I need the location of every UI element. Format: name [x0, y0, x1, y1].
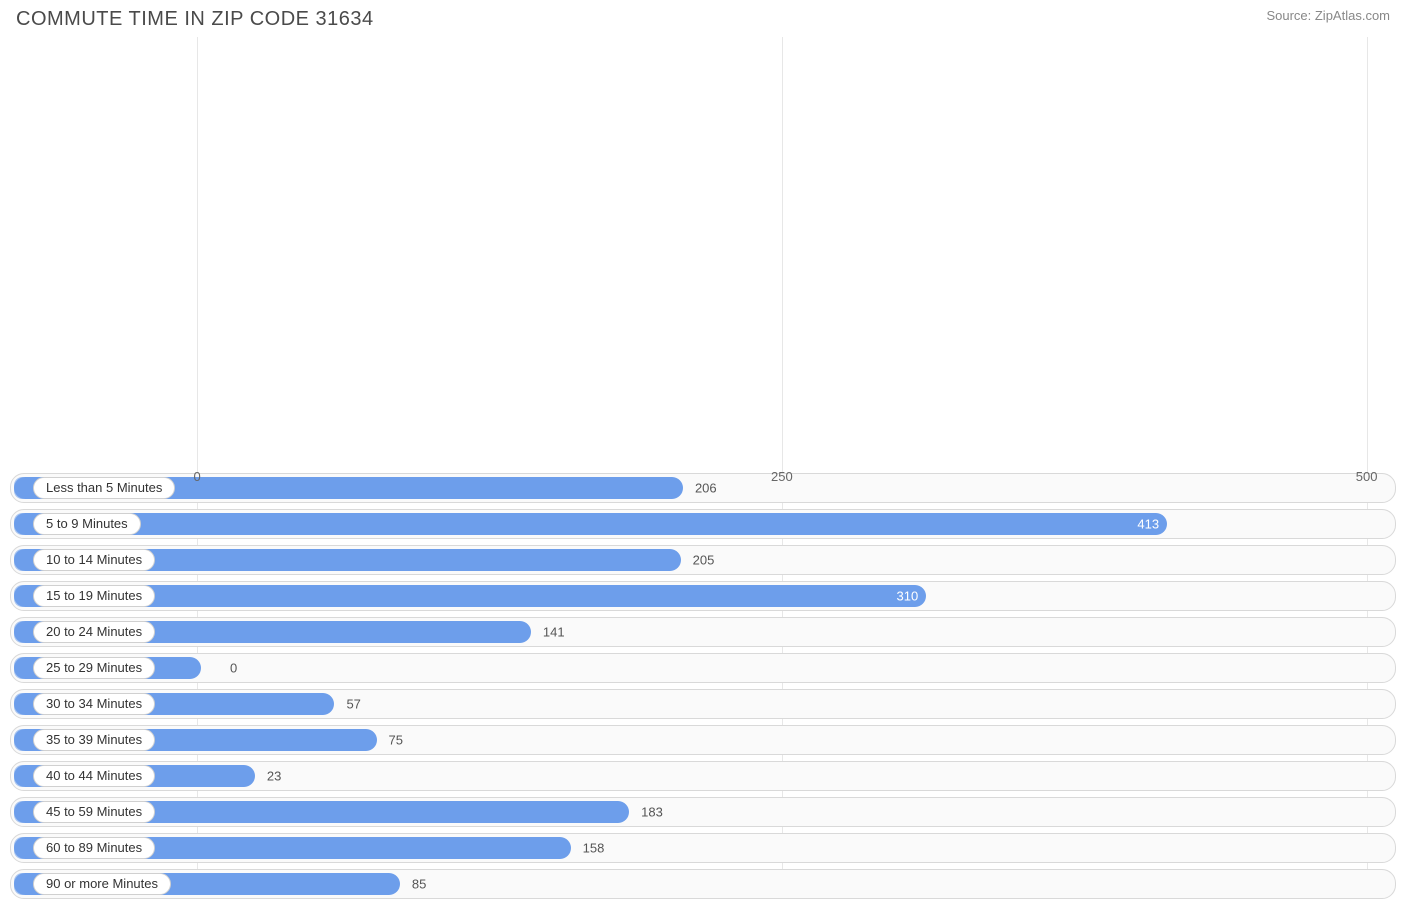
bar-value: 158 — [583, 841, 605, 856]
bar-track: 183 — [14, 801, 1392, 823]
x-axis: 0 250 500 — [10, 469, 1396, 491]
chart-rows: 206Less than 5 Minutes4135 to 9 Minutes2… — [10, 469, 1396, 899]
bar-label: 5 to 9 Minutes — [33, 513, 141, 535]
bar-row: 310 15 to 19 Minutes — [10, 581, 1396, 611]
bar-label: 10 to 14 Minutes — [33, 549, 155, 571]
bar-track: 75 — [14, 729, 1392, 751]
axis-tick: 0 — [193, 469, 200, 484]
chart-grid — [10, 37, 1396, 469]
bar-track: 0 — [14, 657, 1392, 679]
bar-row: 183 45 to 59 Minutes — [10, 797, 1396, 827]
bar-value: 23 — [267, 769, 281, 784]
chart-plot: 206Less than 5 Minutes4135 to 9 Minutes2… — [10, 37, 1396, 899]
chart-header: COMMUTE TIME IN ZIP CODE 31634 Source: Z… — [10, 8, 1396, 37]
bar-row: 85 90 or more Minutes — [10, 869, 1396, 899]
bar-label: 15 to 19 Minutes — [33, 585, 155, 607]
bar-value: 141 — [543, 625, 565, 640]
bar-value: 310 — [897, 589, 919, 604]
bar-row: 75 35 to 39 Minutes — [10, 725, 1396, 755]
bar-value: 205 — [693, 553, 715, 568]
bar-track: 85 — [14, 873, 1392, 895]
axis-tick: 500 — [1356, 469, 1378, 484]
bar-row: 0 25 to 29 Minutes — [10, 653, 1396, 683]
bar-value: 413 — [1137, 517, 1159, 532]
bar-track: 23 — [14, 765, 1392, 787]
chart-source: Source: ZipAtlas.com — [1266, 8, 1390, 23]
bar-row: 413 5 to 9 Minutes — [10, 509, 1396, 539]
bar-track: 141 — [14, 621, 1392, 643]
bar-row: 23 40 to 44 Minutes — [10, 761, 1396, 791]
bar-value: 0 — [230, 661, 237, 676]
bar-value: 183 — [641, 805, 663, 820]
bar-label: 60 to 89 Minutes — [33, 837, 155, 859]
bar-row: 205 10 to 14 Minutes — [10, 545, 1396, 575]
bar-row: 141 20 to 24 Minutes — [10, 617, 1396, 647]
bar-track: 310 — [14, 585, 1392, 607]
bar-value: 85 — [412, 877, 426, 892]
chart-title: COMMUTE TIME IN ZIP CODE 31634 — [16, 8, 374, 31]
bar-track: 57 — [14, 693, 1392, 715]
commute-chart: COMMUTE TIME IN ZIP CODE 31634 Source: Z… — [0, 0, 1406, 523]
bar-label: 20 to 24 Minutes — [33, 621, 155, 643]
bar-label: 35 to 39 Minutes — [33, 729, 155, 751]
bar-label: 40 to 44 Minutes — [33, 765, 155, 787]
bar — [14, 513, 1167, 535]
bar-label: 30 to 34 Minutes — [33, 693, 155, 715]
bar-value: 57 — [346, 697, 360, 712]
bar-track: 413 — [14, 513, 1392, 535]
bar-value: 75 — [389, 733, 403, 748]
bar-row: 57 30 to 34 Minutes — [10, 689, 1396, 719]
axis-tick: 250 — [771, 469, 793, 484]
bar-label: 25 to 29 Minutes — [33, 657, 155, 679]
bar-label: 45 to 59 Minutes — [33, 801, 155, 823]
bar-track: 205 — [14, 549, 1392, 571]
bar-label: 90 or more Minutes — [33, 873, 171, 895]
bar-track: 158 — [14, 837, 1392, 859]
bar-row: 158 60 to 89 Minutes — [10, 833, 1396, 863]
